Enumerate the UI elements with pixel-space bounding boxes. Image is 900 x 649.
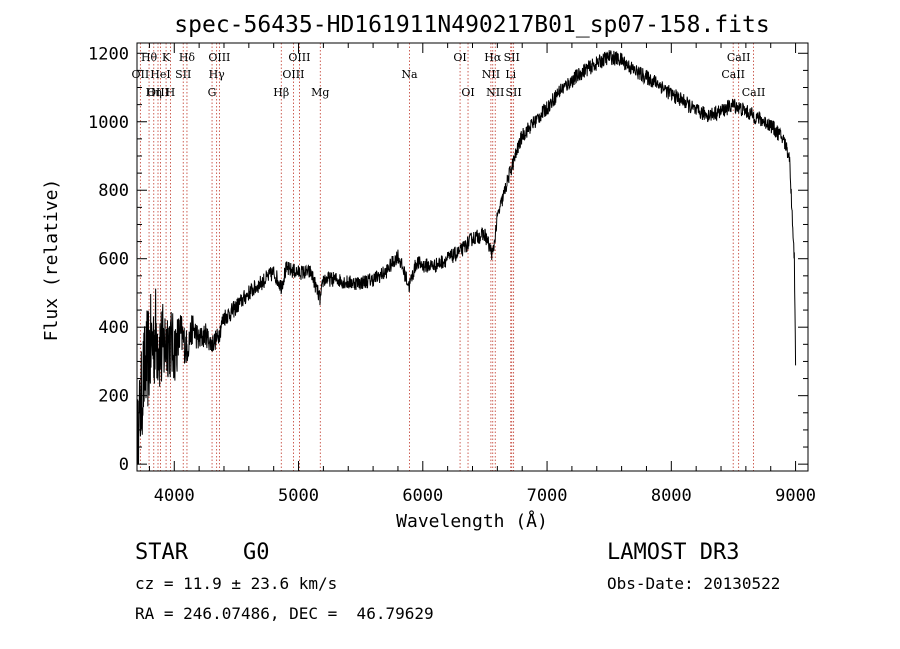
y-tick-label: 800	[98, 181, 129, 201]
y-axis-label: Flux (relative)	[41, 179, 62, 342]
marker-label: HeI	[150, 68, 170, 81]
marker-label: Hγ	[209, 68, 226, 81]
marker-label: SII	[504, 51, 520, 64]
marker-label: K	[162, 51, 171, 64]
x-axis-ticks: 4000 5000 6000 7000 8000 9000	[148, 43, 816, 506]
marker-label: Mg	[311, 86, 329, 99]
marker-label: Hδ	[179, 51, 196, 64]
line-markers	[139, 43, 754, 471]
plot-frame	[136, 42, 809, 472]
y-tick-label: 0	[119, 455, 129, 475]
marker-label: Hα	[484, 51, 502, 64]
coordinates: RA = 246.07486, DEC = 46.79629	[135, 604, 434, 623]
x-tick-label: 8000	[651, 486, 692, 506]
marker-label: Li	[505, 68, 516, 81]
object-class: STAR	[135, 540, 188, 565]
y-tick-label: 1000	[88, 113, 129, 133]
y-tick-label: 200	[98, 387, 129, 407]
x-tick-label: 6000	[402, 486, 443, 506]
x-tick-label: 4000	[154, 486, 195, 506]
marker-label: Hη	[146, 86, 162, 99]
marker-label: OIII	[288, 51, 310, 64]
marker-label: Na	[401, 68, 418, 81]
x-tick-label: 5000	[278, 486, 319, 506]
x-axis-label: Wavelength (Å)	[396, 510, 548, 532]
marker-label: CaII	[721, 68, 745, 81]
marker-label: OI	[461, 86, 474, 99]
x-tick-label: 7000	[527, 486, 568, 506]
spectral-subclass: G0	[243, 540, 270, 565]
marker-label: SII	[175, 68, 191, 81]
marker-label: OII	[131, 68, 149, 81]
marker-label: CaII	[727, 51, 751, 64]
y-axis-ticks: 0 200 400 600 800 1000 1200	[88, 44, 808, 475]
marker-label: H	[166, 86, 176, 99]
survey-name: LAMOST DR3	[607, 540, 740, 565]
marker-label: Hθ	[141, 51, 158, 64]
marker-label: OI	[453, 51, 466, 64]
marker-label: SII	[506, 86, 522, 99]
x-tick-label: 9000	[775, 486, 816, 506]
spectrum-series	[136, 50, 797, 465]
marker-label: OIII	[208, 51, 230, 64]
y-tick-label: 400	[98, 318, 129, 338]
marker-label: NII	[486, 86, 504, 99]
marker-label: OIII	[147, 86, 169, 99]
marker-label: Hβ	[273, 86, 289, 99]
redshift-value: cz = 11.9 ± 23.6 km/s	[135, 574, 338, 593]
observation-date: Obs-Date: 20130522	[607, 574, 781, 593]
marker-label: G	[208, 86, 217, 99]
y-tick-label: 600	[98, 250, 129, 270]
marker-label: NII	[482, 68, 500, 81]
spectrum-line	[136, 50, 797, 465]
marker-label: CaII	[742, 86, 766, 99]
chart-title: spec-56435-HD161911N490217B01_sp07-158.f…	[174, 12, 769, 38]
y-tick-label: 1200	[88, 44, 129, 64]
marker-label: OIII	[282, 68, 304, 81]
